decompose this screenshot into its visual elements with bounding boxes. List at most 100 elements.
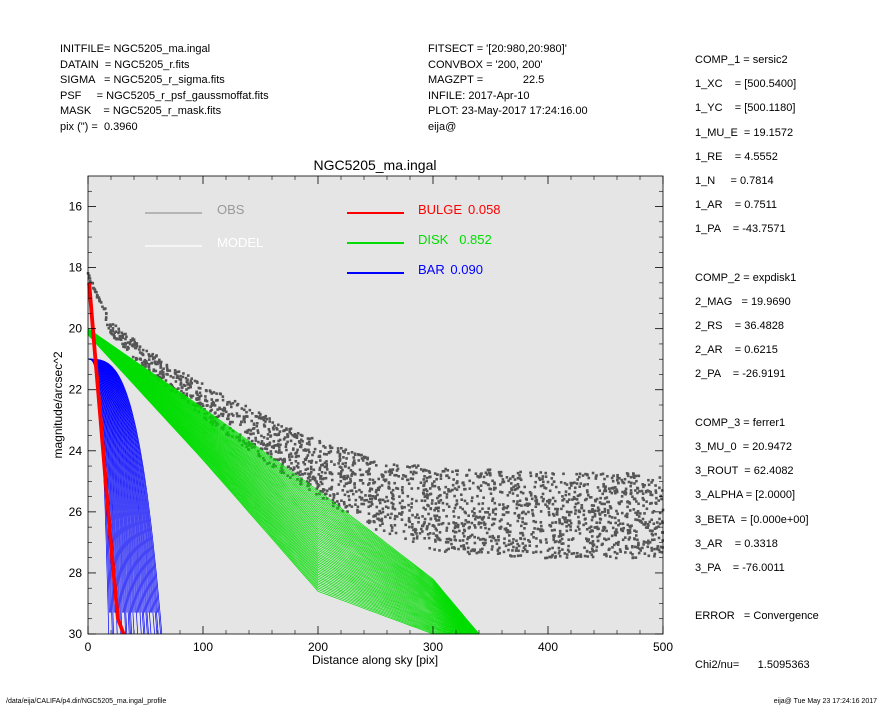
obs-point: [111, 323, 115, 326]
obs-point: [329, 488, 333, 491]
obs-point: [638, 547, 641, 550]
obs-point: [141, 353, 145, 356]
obs-point: [318, 468, 322, 472]
obs-point: [402, 530, 406, 533]
obs-point: [245, 410, 248, 414]
obs-point: [568, 519, 572, 522]
obs-point: [147, 363, 151, 366]
disk-model-line: [87, 332, 480, 635]
obs-point: [496, 552, 500, 555]
obs-point: [159, 363, 163, 366]
obs-point: [446, 540, 450, 544]
obs-point: [565, 556, 569, 559]
obs-point: [268, 417, 271, 420]
obs-point: [402, 474, 405, 477]
obs-point: [544, 471, 548, 475]
obs-point: [608, 490, 612, 493]
footer-timestamp: eija@ Tue May 23 17:24:16 2017: [773, 698, 877, 705]
obs-point: [641, 483, 645, 486]
param-line: 1_RE = 4.5552: [695, 150, 778, 163]
obs-point: [138, 351, 142, 354]
obs-point: [648, 541, 652, 544]
obs-point: [475, 551, 479, 555]
obs-point: [506, 505, 510, 508]
obs-point: [423, 481, 426, 484]
obs-point: [487, 516, 490, 519]
obs-point: [393, 473, 396, 477]
obs-point: [516, 476, 520, 480]
obs-point: [205, 399, 209, 403]
obs-point: [294, 455, 298, 459]
obs-point: [422, 478, 426, 481]
obs-point: [516, 542, 519, 546]
obs-point: [516, 482, 520, 486]
obs-point: [618, 502, 621, 506]
obs-point: [508, 524, 512, 527]
disk-model-line: [87, 331, 480, 635]
obs-point: [214, 411, 217, 415]
obs-point: [473, 541, 477, 545]
obs-point: [636, 491, 639, 495]
obs-point: [387, 481, 391, 484]
obs-point: [266, 451, 269, 455]
obs-point: [453, 487, 457, 490]
disk-model-line: [87, 332, 480, 635]
obs-point: [324, 446, 327, 449]
obs-point: [626, 474, 630, 478]
obs-point: [311, 476, 314, 480]
obs-point: [561, 522, 564, 526]
obs-point: [642, 540, 646, 543]
obs-point: [437, 519, 441, 522]
obs-point: [321, 490, 325, 493]
obs-point: [307, 484, 310, 488]
obs-point: [121, 333, 125, 336]
obs-point: [239, 423, 242, 427]
obs-point: [275, 426, 278, 430]
obs-point: [357, 459, 361, 462]
obs-point: [341, 468, 344, 472]
obs-point: [529, 494, 533, 497]
obs-point: [647, 539, 650, 543]
obs-point: [540, 495, 543, 499]
obs-point: [577, 521, 581, 525]
obs-point: [459, 506, 462, 509]
obs-point: [385, 495, 388, 499]
obs-point: [307, 481, 310, 484]
obs-point: [205, 404, 209, 407]
obs-point: [644, 526, 648, 529]
header-line: PLOT: 23-May-2017 17:24:16.00: [428, 105, 588, 117]
fit-parameters-block: COMP_1 = sersic2 1_XC = [500.5400] 1_YC = …: [695, 48, 819, 677]
obs-point: [295, 451, 299, 454]
obs-point: [274, 444, 278, 447]
obs-point: [344, 505, 348, 509]
bar-model-line: [88, 358, 163, 635]
obs-point: [599, 473, 603, 476]
obs-point: [589, 496, 593, 499]
obs-point: [325, 465, 328, 468]
obs-point: [141, 363, 144, 367]
obs-point: [551, 496, 555, 500]
obs-point: [497, 470, 501, 474]
obs-point: [469, 534, 472, 538]
obs-point: [339, 473, 343, 477]
obs-point: [132, 338, 136, 341]
obs-point: [421, 469, 425, 473]
obs-point: [453, 522, 457, 525]
obs-point: [374, 490, 378, 494]
obs-point: [616, 476, 619, 479]
obs-point: [220, 412, 223, 416]
obs-point: [384, 505, 388, 509]
obs-point: [589, 525, 593, 529]
obs-point: [386, 513, 390, 517]
obs-point: [462, 544, 465, 547]
obs-point: [423, 536, 426, 540]
obs-point: [561, 504, 565, 508]
obs-point: [324, 476, 328, 480]
obs-point: [226, 400, 229, 404]
obs-point: [408, 525, 411, 529]
obs-point: [614, 556, 618, 560]
legend-label: BULGE: [418, 202, 462, 217]
obs-point: [616, 512, 619, 516]
obs-point: [462, 534, 466, 538]
